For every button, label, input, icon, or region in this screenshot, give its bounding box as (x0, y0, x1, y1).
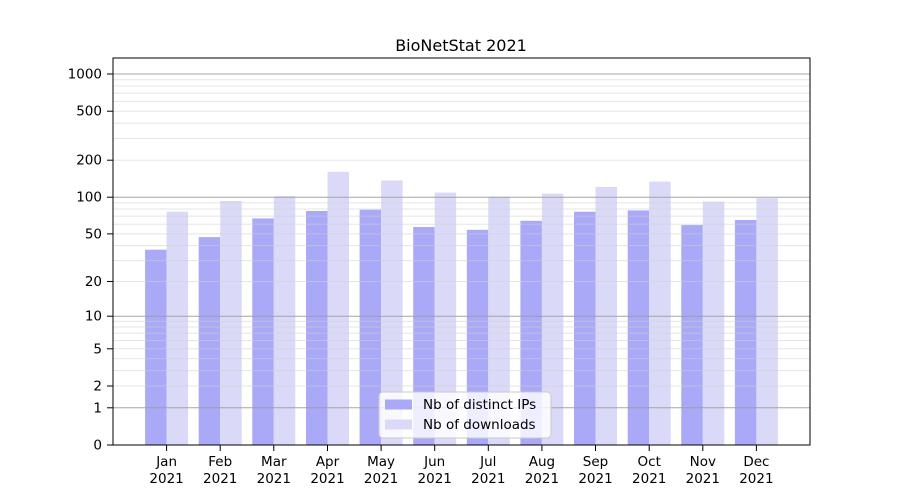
x-tick-label-year: 2021 (578, 471, 612, 487)
bar-nb-of-downloads-oct-2021 (649, 181, 671, 445)
x-tick-label-year: 2021 (257, 471, 291, 487)
x-tick-label-month: Aug (529, 454, 555, 470)
y-tick-label: 10 (85, 309, 102, 325)
legend: Nb of distinct IPs Nb of downloads (378, 391, 552, 439)
x-tick-label-year: 2021 (525, 471, 559, 487)
x-tick-label-month: Oct (638, 454, 661, 470)
bar-nb-of-distinct-ips-jan-2021 (145, 249, 167, 445)
bar-nb-of-downloads-apr-2021 (327, 171, 349, 446)
x-tick-label-year: 2021 (364, 471, 398, 487)
bar-nb-of-downloads-jun-2021 (434, 192, 457, 445)
y-tick-label: 1000 (68, 67, 102, 83)
y-tick-label: 1 (93, 400, 102, 416)
y-tick-label: 2 (93, 379, 102, 395)
x-tick-label-month: Mar (261, 454, 287, 470)
x-tick-label-month: Jan (155, 454, 177, 470)
x-tick-label-year: 2021 (686, 471, 720, 487)
y-tick-label: 50 (85, 226, 102, 242)
x-tick-label-year: 2021 (310, 471, 344, 487)
legend-swatch-nb-of-distinct-ips (385, 399, 412, 410)
x-tick-label-month: Jul (479, 454, 496, 470)
x-tick-label-year: 2021 (739, 471, 773, 487)
y-tick-label: 100 (76, 190, 102, 206)
x-tick-label-year: 2021 (471, 471, 505, 487)
y-tick-label: 200 (76, 153, 102, 169)
bar-nb-of-distinct-ips-sep-2021 (574, 211, 596, 445)
legend-label-nb-of-downloads: Nb of downloads (423, 417, 536, 433)
x-tick-label-month: Apr (316, 454, 340, 470)
bar-nb-of-distinct-ips-mar-2021 (252, 218, 274, 445)
x-tick-label-year: 2021 (149, 471, 183, 487)
x-tick-label-month: Feb (208, 454, 232, 470)
bar-nb-of-downloads-feb-2021 (220, 201, 242, 445)
y-tick-label: 0 (93, 438, 102, 454)
bar-nb-of-downloads-aug-2021 (541, 193, 564, 445)
x-tick-label-month: Jun (423, 454, 445, 470)
chart-title: BioNetStat 2021 (395, 36, 527, 55)
bar-nb-of-distinct-ips-jul-2021 (466, 229, 489, 445)
x-tick-label-month: Sep (583, 454, 608, 470)
x-tick-label-year: 2021 (418, 471, 452, 487)
bar-nb-of-downloads-nov-2021 (702, 201, 725, 445)
y-tick-label: 20 (85, 274, 102, 290)
bar-nb-of-downloads-mar-2021 (273, 196, 296, 445)
y-tick-label: 5 (93, 341, 102, 357)
plot-area: 01251020501002005001000Jan2021Feb2021Mar… (68, 57, 811, 487)
x-tick-label-year: 2021 (632, 471, 666, 487)
bar-nb-of-distinct-ips-dec-2021 (734, 220, 757, 445)
x-tick-label-month: May (367, 454, 395, 470)
legend-box (378, 391, 552, 439)
x-tick-label-year: 2021 (203, 471, 237, 487)
bar-nb-of-downloads-may-2021 (381, 180, 403, 445)
plot-border (112, 57, 811, 446)
bar-nb-of-distinct-ips-feb-2021 (198, 237, 221, 445)
bar-nb-of-downloads-jul-2021 (488, 196, 510, 445)
bar-nb-of-downloads-jan-2021 (166, 211, 189, 445)
x-tick-label-month: Dec (743, 454, 769, 470)
x-tick-label-month: Nov (690, 454, 716, 470)
bar-nb-of-distinct-ips-nov-2021 (681, 225, 703, 445)
y-tick-label: 500 (76, 104, 102, 120)
legend-swatch-nb-of-downloads (385, 419, 412, 430)
legend-label-nb-of-distinct-ips: Nb of distinct IPs (423, 397, 536, 413)
